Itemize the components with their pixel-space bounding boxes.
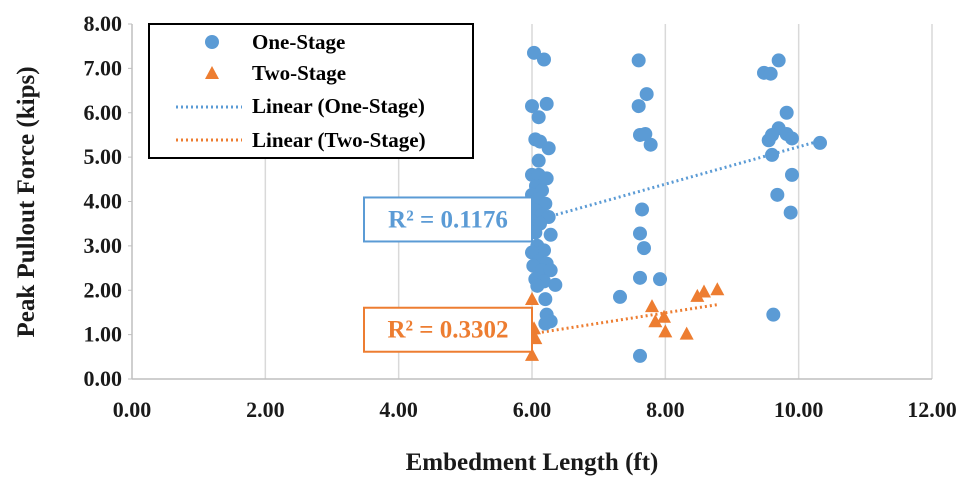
y-axis-tick-labels: 0.00 1.00 2.00 3.00 4.00 5.00 6.00 7.00 8.00 <box>84 11 123 391</box>
y-tick-label: 0.00 <box>84 366 123 391</box>
one-stage-point <box>633 226 647 241</box>
r2-box-one-stage <box>363 196 533 243</box>
y-tick-label: 6.00 <box>84 100 123 125</box>
data-points <box>525 45 827 363</box>
one-stage-point <box>543 263 558 278</box>
one-stage-point <box>537 243 551 258</box>
two-stage-point <box>679 326 694 340</box>
one-stage-point <box>653 272 667 287</box>
two-stage-point <box>690 288 705 302</box>
y-tick-label: 1.00 <box>84 322 123 347</box>
one-stage-point <box>539 96 554 111</box>
two-stage-point <box>658 324 673 338</box>
one-stage-point <box>527 45 541 60</box>
x-tick-label: 2.00 <box>246 397 285 422</box>
legend-two-stage-marker-icon <box>205 66 219 79</box>
one-stage-point <box>761 133 776 148</box>
one-stage-point <box>538 292 553 307</box>
y-tick-label: 2.00 <box>84 277 123 302</box>
r2-label-one-stage: R² = 0.1176 <box>388 206 508 233</box>
r-squared-labels: R² = 0.1176 R² = 0.3302 <box>363 196 533 353</box>
x-tick-label: 8.00 <box>646 397 685 422</box>
axes <box>128 23 932 380</box>
two-stage-point <box>697 284 711 298</box>
two-stage-point <box>525 347 539 361</box>
one-stage-point <box>783 205 798 220</box>
one-stage-point <box>543 227 558 242</box>
one-stage-point <box>633 270 647 285</box>
one-stage-point <box>813 135 827 150</box>
trendline-two-stage <box>531 302 719 336</box>
two-stage-point <box>525 292 539 306</box>
one-stage-point <box>538 196 553 211</box>
one-stage-point <box>639 87 654 102</box>
two-stage-point <box>645 299 659 313</box>
y-tick-label: 8.00 <box>84 11 123 36</box>
one-stage-point <box>631 53 646 68</box>
x-tick-label: 4.00 <box>379 397 418 422</box>
one-stage-point <box>779 105 794 120</box>
one-stage-point <box>537 52 551 67</box>
legend-box <box>148 23 474 159</box>
one-stage-point <box>539 171 554 186</box>
x-tick-label: 6.00 <box>513 397 552 422</box>
one-stage-point <box>638 127 653 142</box>
r2-label-two-stage: R² = 0.3302 <box>387 317 508 344</box>
one-stage-point <box>785 167 799 182</box>
one-stage-point <box>538 316 553 331</box>
x-tick-label: 10.00 <box>774 397 824 422</box>
one-stage-point <box>541 141 556 156</box>
y-axis-title: Peak Pullout Force (kips) <box>13 66 40 337</box>
one-stage-point <box>763 66 778 81</box>
one-stage-point <box>531 110 546 125</box>
one-stage-point <box>548 277 563 292</box>
x-tick-label: 12.00 <box>907 397 957 422</box>
legend: One-Stage Two-Stage Linear (One-Stage) L… <box>148 23 474 159</box>
one-stage-point <box>635 202 649 217</box>
one-stage-point <box>766 307 781 322</box>
y-tick-label: 5.00 <box>84 144 123 169</box>
x-axis-tick-labels: 0.00 2.00 4.00 6.00 8.00 10.00 12.00 <box>113 397 957 422</box>
one-stage-point <box>525 99 539 114</box>
one-stage-point <box>531 153 546 168</box>
legend-linear-two-stage-label: Linear (Two-Stage) <box>252 128 426 152</box>
one-stage-point <box>631 99 646 114</box>
one-stage-point <box>770 187 785 202</box>
legend-one-stage-label: One-Stage <box>252 30 345 54</box>
y-tick-label: 7.00 <box>84 55 123 80</box>
one-stage-point <box>785 131 799 146</box>
one-stage-point <box>613 289 627 304</box>
two-stage-point <box>648 314 663 328</box>
one-stage-point <box>637 241 651 256</box>
legend-two-stage-label: Two-Stage <box>252 61 346 85</box>
y-tick-label: 3.00 <box>84 233 123 258</box>
one-stage-point <box>765 147 779 162</box>
y-tick-label: 4.00 <box>84 189 123 214</box>
one-stage-point <box>633 348 647 363</box>
x-axis-title: Embedment Length (ft) <box>406 449 659 476</box>
two-stage-point <box>710 282 725 296</box>
legend-linear-one-stage-label: Linear (One-Stage) <box>252 94 425 118</box>
two-stage-point <box>657 309 671 323</box>
x-tick-label: 0.00 <box>113 397 152 422</box>
one-stage-point <box>771 53 786 68</box>
r2-box-two-stage <box>363 306 533 353</box>
legend-one-stage-marker-icon <box>205 35 219 49</box>
one-stage-point <box>530 278 545 293</box>
one-stage-point <box>643 137 658 152</box>
